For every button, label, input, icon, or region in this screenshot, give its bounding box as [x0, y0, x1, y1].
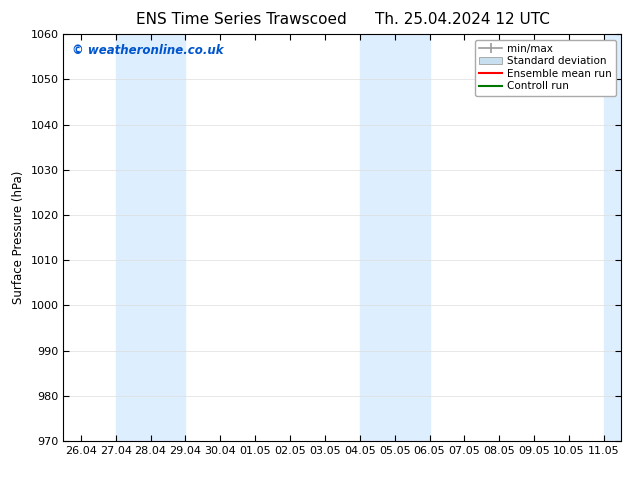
Text: ENS Time Series Trawscoed: ENS Time Series Trawscoed — [136, 12, 346, 27]
Y-axis label: Surface Pressure (hPa): Surface Pressure (hPa) — [12, 171, 25, 304]
Bar — [604, 34, 621, 441]
Bar — [359, 34, 429, 441]
Bar — [116, 34, 185, 441]
Text: Th. 25.04.2024 12 UTC: Th. 25.04.2024 12 UTC — [375, 12, 550, 27]
Text: © weatheronline.co.uk: © weatheronline.co.uk — [72, 45, 223, 57]
Legend: min/max, Standard deviation, Ensemble mean run, Controll run: min/max, Standard deviation, Ensemble me… — [475, 40, 616, 96]
